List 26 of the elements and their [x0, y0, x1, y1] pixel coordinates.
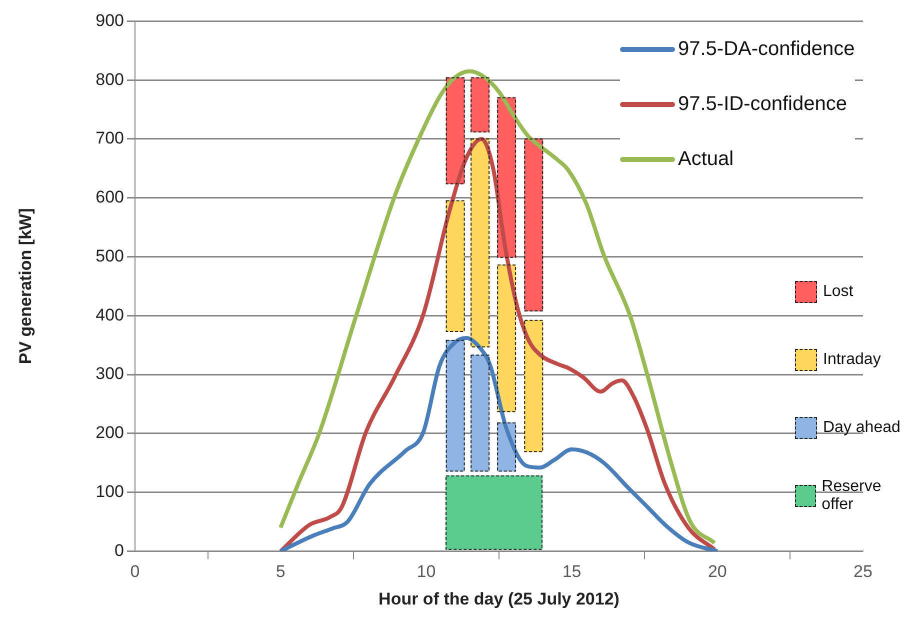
y-tick-label: 100 — [96, 482, 124, 501]
x-tick-label: 5 — [276, 562, 286, 582]
y-tick-label: 400 — [96, 305, 124, 324]
x-tick-label: 20 — [708, 562, 727, 582]
y-axis-title: PV generation [kW] — [16, 208, 35, 364]
legend-label: Actual — [678, 148, 734, 171]
x-tick-label: 0 — [130, 562, 140, 582]
legend-label: 97.5-DA-confidence — [678, 38, 855, 61]
legend-label: Intraday — [823, 351, 881, 369]
y-tick-label: 300 — [96, 364, 124, 384]
x-tick-label: 15 — [562, 562, 582, 582]
x-tick-label: 10 — [416, 562, 436, 582]
y-tick-label: 200 — [96, 423, 124, 442]
y-tick-label: 600 — [96, 188, 124, 207]
y-tick-label: 700 — [96, 128, 124, 148]
x-axis-title: Hour of the day (25 July 2012) — [378, 589, 620, 608]
y-tick-label: 500 — [96, 246, 124, 266]
x-tick-label: 25 — [854, 562, 872, 582]
legend-label: Day ahead — [823, 419, 900, 437]
legend-label: Lost — [823, 283, 854, 301]
line-series — [278, 336, 720, 552]
y-tick-label: 0 — [114, 540, 124, 560]
legend-label: 97.5-ID-confidence — [678, 93, 847, 116]
y-tick-label: 900 — [96, 10, 124, 30]
legend-label: Reserve offer — [822, 478, 882, 514]
y-tick-label: 800 — [96, 70, 124, 89]
